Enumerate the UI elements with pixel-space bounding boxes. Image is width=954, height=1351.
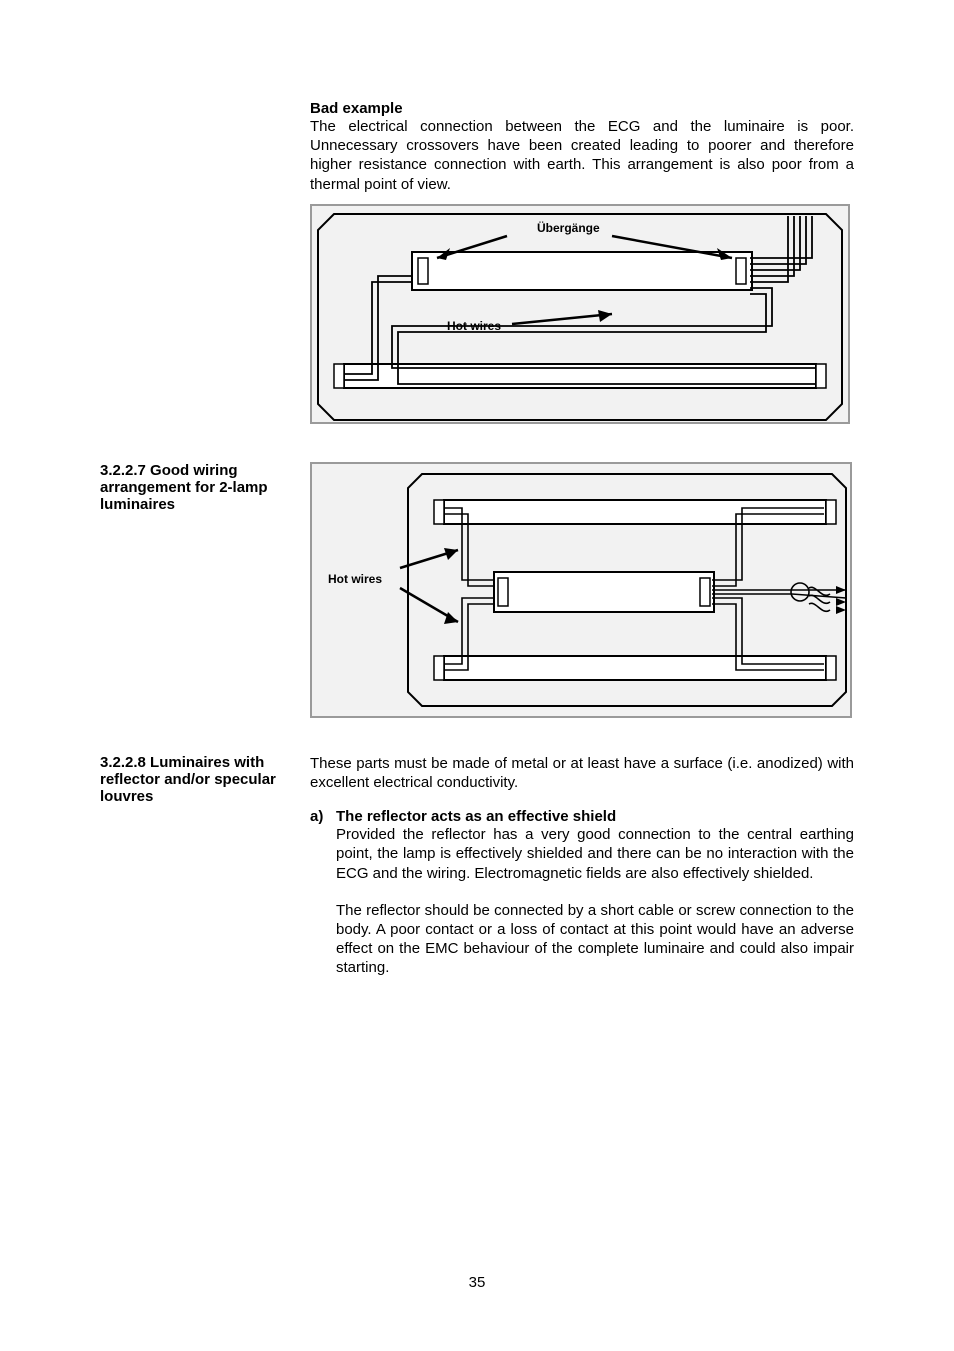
sec-3228-intro: These parts must be made of metal or at …	[310, 754, 854, 792]
diagram1-label-mid: Hot wires	[447, 319, 501, 333]
diagram-bad-example: Übergänge Hot wires	[310, 204, 850, 424]
diagram1-label-top: Übergänge	[537, 220, 600, 235]
sub-a-letter: a)	[310, 808, 336, 983]
diagram-good-wiring: Hot wires	[310, 462, 852, 718]
bad-example-title: Bad example	[310, 100, 854, 117]
diagram2-label: Hot wires	[328, 572, 382, 586]
bad-example-body: The electrical connection between the EC…	[310, 117, 854, 194]
sec-3228-num: 3.2.2.8	[100, 754, 146, 771]
sub-a-p2: The reflector should be connected by a s…	[336, 901, 854, 978]
page-number: 35	[0, 1274, 954, 1291]
sub-a-title: The reflector acts as an effective shiel…	[336, 808, 854, 825]
sub-a-p1: Provided the reflector has a very good c…	[336, 825, 854, 883]
sec-3227-num: 3.2.2.7	[100, 462, 146, 479]
